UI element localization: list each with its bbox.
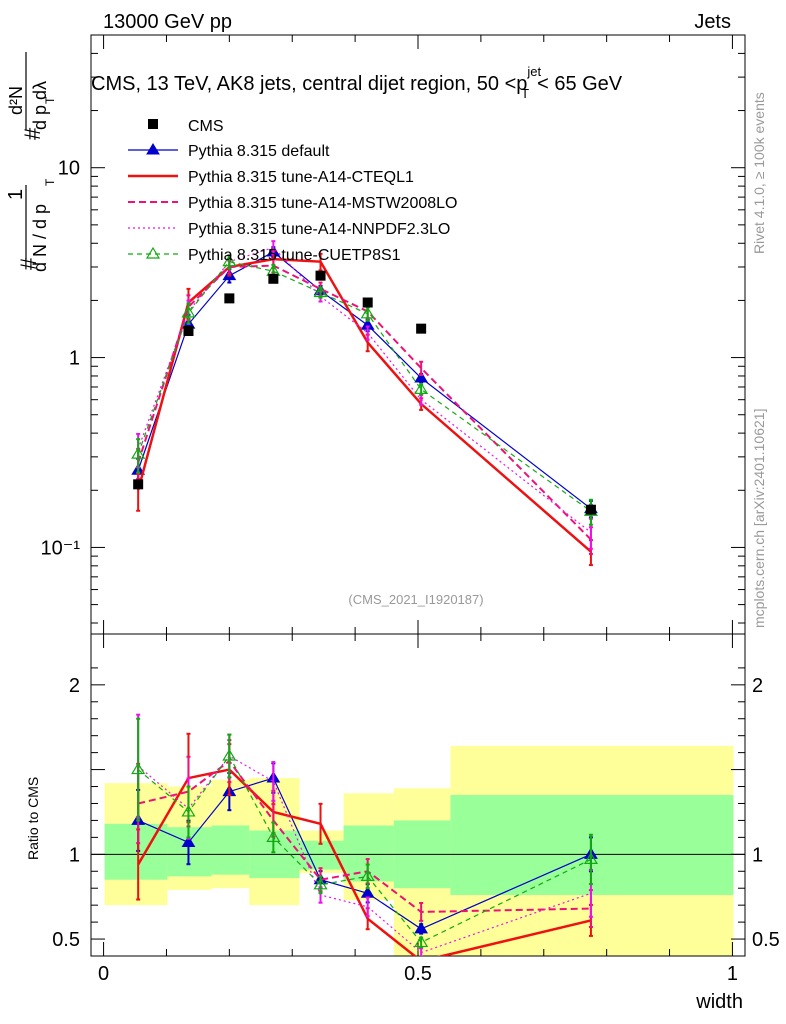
legend-label: Pythia 8.315 tune-A14-MSTW2008LO: [188, 195, 457, 212]
svg-text:#: #: [20, 127, 45, 140]
header-right: Jets: [694, 11, 731, 33]
x-axis-label: width: [695, 991, 743, 1013]
legend-marker: [146, 143, 160, 155]
series-marker-ratio: [131, 762, 146, 775]
series-marker-main: [414, 382, 429, 394]
legend-label: Pythia 8.315 tune-A14-NNPDF2.3LO: [188, 221, 450, 238]
cms-data-point: [183, 326, 194, 337]
legend-label: Pythia 8.315 tune-A14-CTEQL1: [188, 169, 414, 186]
y-tick-label-main: 10: [58, 158, 80, 180]
y-tick-label-ratio: 1: [69, 844, 80, 866]
series-marker-ratio: [266, 830, 281, 842]
green-band-bin: [450, 795, 734, 895]
series-marker-ratio: [414, 921, 429, 934]
legend-marker: [145, 246, 161, 259]
header-left: 13000 GeV pp: [103, 11, 232, 33]
side-label-rivet: Rivet 4.1.0, ≥ 100k events: [751, 92, 767, 254]
series-marker-main: [360, 306, 375, 319]
cms-data-point: [585, 504, 596, 515]
y-axis-label-ratio: Ratio to CMS: [25, 777, 41, 860]
x-tick-label: 0: [98, 963, 109, 985]
cms-data-point: [133, 479, 144, 490]
series-line-main: [136, 257, 592, 553]
series-marker-ratio: [414, 935, 429, 948]
y-axis-label-main: # 1 d N / d p # d²N d p dλ T T: [5, 52, 57, 272]
y-tick-label-ratio: 2: [69, 675, 80, 697]
y-tick-label-main: 1: [69, 348, 80, 370]
cms-data-point: [224, 293, 235, 304]
y-tick-label-ratio-right: 0.5: [752, 929, 780, 951]
series-marker-ratio: [181, 835, 196, 847]
series-marker-ratio: [360, 869, 375, 881]
x-tick-label: 1: [727, 963, 738, 985]
svg-text:d p dλ: d p dλ: [30, 81, 50, 130]
cms-data-point: [362, 297, 373, 308]
y-tick-label-ratio-right: 1: [752, 844, 763, 866]
series-marker-main: [131, 446, 146, 459]
cms-data-point: [416, 323, 427, 334]
green-band-bin: [211, 825, 250, 875]
ratio-uncertainty-bands: [104, 745, 734, 956]
legend-cms-label: CMS: [188, 118, 224, 135]
cms-data-points: [133, 270, 596, 515]
svg-text:T: T: [43, 178, 57, 186]
series-marker-main: [181, 305, 196, 318]
tick-labels: 0 0.5 1 10 1 10⁻¹ 2 2 1 1 0.5 0.5: [41, 158, 780, 985]
ratio-series-layer: [131, 713, 598, 956]
y-tick-label-main: 10⁻¹: [41, 537, 81, 559]
series-marker-ratio: [222, 748, 237, 761]
series-marker-ratio: [181, 804, 196, 817]
svg-text:d N / d p: d N / d p: [30, 204, 50, 272]
series-marker-ratio: [313, 877, 328, 890]
series-line-ratio: [137, 768, 592, 956]
cms-data-point: [315, 270, 326, 281]
legend-cms-marker: [148, 119, 158, 129]
y-tick-label-ratio-right: 2: [752, 675, 763, 697]
series-marker-main: [414, 371, 429, 383]
series-line-main: [137, 246, 592, 533]
cms-data-point: [268, 273, 279, 284]
plot-title: CMS, 13 TeV, AK8 jets, central dijet reg…: [91, 64, 623, 101]
series-line-ratio: [137, 759, 591, 913]
legend-label: Pythia 8.315 default: [188, 143, 330, 160]
svg-text:T: T: [43, 96, 57, 104]
series-line-ratio: [137, 777, 592, 930]
series-marker-main: [222, 254, 237, 267]
y-tick-label-ratio: 0.5: [52, 929, 80, 951]
series-marker-main: [313, 285, 328, 298]
series-marker-ratio: [583, 852, 598, 864]
svg-text:#: #: [16, 257, 41, 270]
series-line-main: [137, 260, 592, 512]
axis-ticks: [91, 34, 745, 956]
side-label-mcplots: mcplots.cern.ch [arXiv:2401.10621]: [751, 409, 767, 628]
x-tick-label: 0.5: [404, 963, 432, 985]
main-series-layer: [131, 240, 598, 567]
legend: CMS Pythia 8.315 default Pythia 8.315 tune…: [128, 118, 457, 264]
svg-text:1: 1: [5, 189, 27, 200]
analysis-id: (CMS_2021_I1920187): [348, 592, 483, 607]
series-line-main: [137, 264, 592, 541]
legend-label: Pythia 8.315 tune-CUETP8S1: [188, 247, 401, 264]
series-line-ratio: [137, 755, 592, 954]
svg-text:d²N: d²N: [6, 86, 26, 115]
